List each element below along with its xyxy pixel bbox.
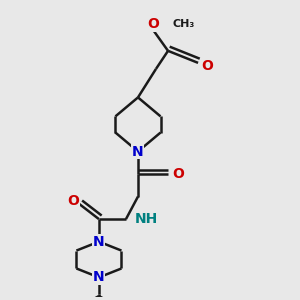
Text: N: N [93,270,105,284]
Text: NH: NH [135,212,158,226]
Text: N: N [93,235,105,249]
Text: N: N [132,145,144,158]
Text: O: O [172,167,184,181]
Text: CH₃: CH₃ [172,19,195,29]
Text: O: O [68,194,79,208]
Text: O: O [201,59,213,73]
Text: O: O [147,17,159,31]
